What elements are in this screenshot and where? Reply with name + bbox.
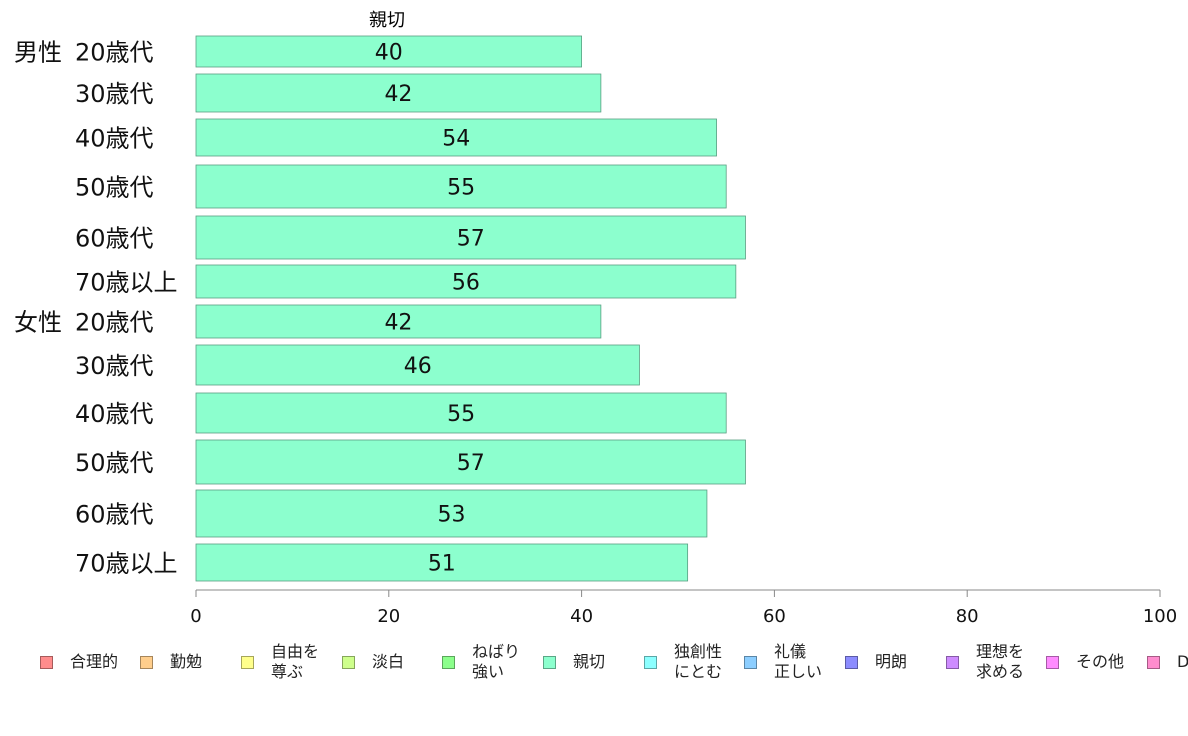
x-axis: 0 20 40 60 80 100 xyxy=(190,589,1177,627)
legend-swatch xyxy=(845,655,858,669)
bar-value-label: 46 xyxy=(404,354,432,379)
category-label: 60歳代 xyxy=(75,225,154,253)
legend-item: 独創性 にとむ xyxy=(644,640,722,684)
bar xyxy=(195,392,727,434)
legend-item: 自由を 尊ぶ xyxy=(241,640,319,684)
bar-value-label: 42 xyxy=(384,82,412,107)
bar-value-label: 42 xyxy=(384,311,412,336)
legend-swatch xyxy=(241,655,254,669)
bar xyxy=(195,439,746,485)
bar-value-label: 55 xyxy=(447,176,475,201)
bar-value-label: 57 xyxy=(457,227,485,252)
bar-chart: 親切 4020歳代男性4230歳代5440歳代5550歳代5760歳代5670歳… xyxy=(14,10,1177,627)
bar xyxy=(195,304,602,339)
legend-swatch xyxy=(442,655,455,669)
bar xyxy=(195,164,727,209)
bar-value-label: 51 xyxy=(428,552,456,577)
legend-swatch xyxy=(342,655,355,669)
category-label: 40歳代 xyxy=(75,125,154,153)
legend-label: 礼儀 正しい xyxy=(774,642,823,681)
x-tick-label: 20 xyxy=(377,606,400,627)
bars-group: 4020歳代男性4230歳代5440歳代5550歳代5760歳代5670歳以上4… xyxy=(14,35,746,582)
legend-item: ねばり 強い xyxy=(442,640,520,684)
bar-value-label: 40 xyxy=(375,41,403,66)
legend-item: D xyxy=(1147,640,1188,684)
legend-item: 淡白 xyxy=(342,640,404,684)
legend-label: D xyxy=(1177,652,1188,671)
legend: 合理的 勤勉 自由を 尊ぶ 淡白 ねばり 強い 親切 独創性 にとむ 礼儀 正しい 明朗 理想を … xyxy=(0,640,1188,690)
category-label: 60歳代 xyxy=(75,501,154,529)
bar-value-label: 55 xyxy=(447,402,475,427)
bar-value-label: 56 xyxy=(452,271,480,296)
x-tick-label: 0 xyxy=(190,606,201,627)
legend-label: 淡白 xyxy=(372,652,405,671)
category-label: 40歳代 xyxy=(75,400,154,428)
group-label: 男性 xyxy=(14,39,62,67)
bar-value-label: 53 xyxy=(437,503,465,528)
legend-item: 勤勉 xyxy=(140,640,202,684)
category-label: 50歳代 xyxy=(75,449,154,477)
x-tick-label: 40 xyxy=(570,606,593,627)
legend-swatch xyxy=(40,655,53,669)
legend-swatch xyxy=(744,655,757,669)
x-tick-label: 60 xyxy=(763,606,786,627)
category-label: 20歳代 xyxy=(75,39,154,67)
bar xyxy=(195,35,583,68)
bar xyxy=(195,73,602,113)
legend-label: 勤勉 xyxy=(170,652,203,671)
legend-item: 合理的 xyxy=(40,640,118,684)
category-label: 50歳代 xyxy=(75,174,154,202)
bar xyxy=(195,489,708,538)
legend-item: 親切 xyxy=(543,640,605,684)
legend-label: 親切 xyxy=(573,652,606,671)
category-label: 20歳代 xyxy=(75,309,154,337)
bar xyxy=(195,543,689,582)
bar-value-label: 54 xyxy=(442,127,470,152)
bar xyxy=(195,215,746,260)
category-label: 70歳以上 xyxy=(75,269,178,297)
legend-label: その他 xyxy=(1076,652,1125,671)
category-label: 30歳代 xyxy=(75,80,154,108)
legend-label: 独創性 にとむ xyxy=(674,642,723,681)
legend-label: 明朗 xyxy=(875,652,908,671)
legend-label: 理想を 求める xyxy=(976,642,1025,681)
series-title: 親切 xyxy=(369,10,405,31)
legend-swatch xyxy=(644,655,657,669)
group-label: 女性 xyxy=(14,309,62,337)
category-label: 30歳代 xyxy=(75,352,154,380)
legend-swatch xyxy=(1046,655,1059,669)
legend-label: 自由を 尊ぶ xyxy=(271,642,320,681)
legend-swatch xyxy=(140,655,153,669)
legend-swatch xyxy=(543,655,556,669)
category-label: 70歳以上 xyxy=(75,550,178,578)
bar xyxy=(195,264,737,299)
x-tick-label: 100 xyxy=(1143,606,1177,627)
legend-item: その他 xyxy=(1046,640,1124,684)
legend-item: 礼儀 正しい xyxy=(744,640,822,684)
bar xyxy=(195,344,640,386)
legend-label: 合理的 xyxy=(70,652,119,671)
x-tick-label: 80 xyxy=(956,606,979,627)
legend-swatch xyxy=(946,655,959,669)
legend-item: 明朗 xyxy=(845,640,907,684)
bar xyxy=(195,118,717,157)
legend-swatch xyxy=(1147,655,1160,669)
bar-value-label: 57 xyxy=(457,451,485,476)
legend-item: 理想を 求める xyxy=(946,640,1024,684)
legend-label: ねばり 強い xyxy=(472,642,521,681)
